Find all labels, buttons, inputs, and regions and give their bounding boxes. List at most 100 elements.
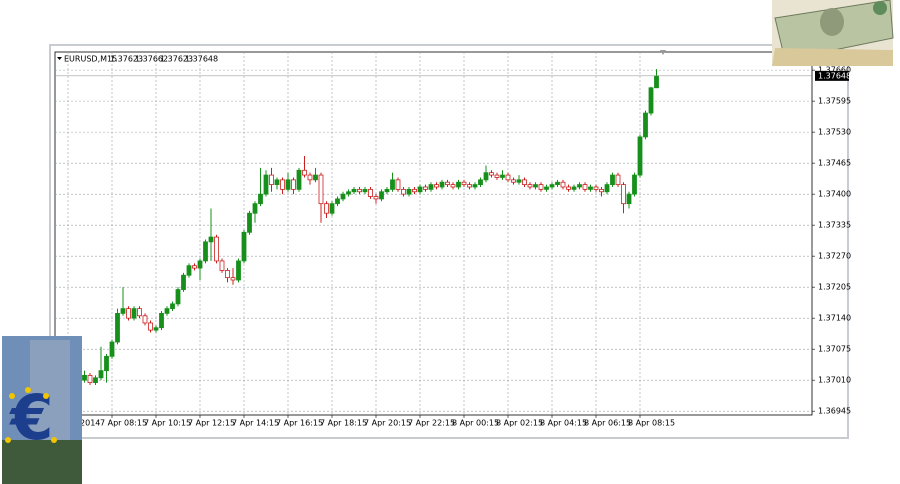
candle-body	[280, 179, 285, 190]
euro-image: €	[2, 336, 82, 484]
candle-body	[379, 191, 384, 200]
candle-body	[544, 186, 549, 190]
candle-body	[637, 136, 643, 176]
candle-body	[285, 179, 291, 190]
x-tick-label: 8 Apr 02:15	[496, 419, 543, 428]
candle-body	[456, 181, 461, 188]
candle-body	[478, 179, 483, 186]
candle-body	[203, 241, 208, 262]
candle-body	[615, 174, 621, 186]
x-tick-label: 7 Apr 12:15	[188, 419, 235, 428]
y-tick-label: 1.37660	[818, 66, 851, 75]
candle-body	[439, 181, 445, 188]
candle-body	[208, 236, 214, 243]
candle-body	[632, 174, 637, 195]
candles: 1.37648	[54, 69, 851, 402]
candle-body	[181, 274, 186, 290]
candle-body	[263, 174, 269, 195]
euro-star	[43, 393, 49, 399]
candle-body	[593, 186, 599, 190]
candle-body	[428, 184, 434, 190]
candle-body	[384, 188, 390, 193]
candle-body	[307, 174, 313, 181]
candle-body	[258, 193, 263, 205]
candle-body	[648, 87, 654, 114]
y-tick-label: 1.36945	[818, 407, 851, 416]
candle-body	[142, 315, 148, 324]
candle-body	[137, 308, 142, 317]
candle-body	[395, 179, 401, 190]
candle-body	[566, 186, 571, 190]
candle-body	[549, 184, 555, 188]
candle-body	[170, 303, 175, 310]
dollar-portrait	[820, 8, 844, 36]
candle-body	[252, 203, 258, 214]
header-arrow	[57, 57, 62, 60]
candle-body	[406, 188, 412, 195]
candle-body	[450, 184, 456, 188]
candle-body	[368, 188, 373, 197]
candle-body	[164, 308, 170, 314]
y-tick-label: 1.37400	[818, 190, 851, 199]
candle-body	[582, 184, 588, 190]
candle-body	[571, 186, 577, 190]
candle-body	[522, 179, 527, 186]
candle-body	[357, 188, 362, 193]
x-tick-label: 7 Apr 16:15	[276, 419, 323, 428]
candle-body	[461, 181, 467, 186]
candle-body	[351, 188, 357, 193]
x-tick-label: 8 Apr 04:15	[540, 419, 587, 428]
candle-body	[643, 112, 648, 138]
candle-body	[577, 184, 582, 188]
plot-area	[54, 51, 813, 416]
candle-body	[467, 184, 472, 188]
x-tick-label: 8 Apr 00:15	[452, 419, 499, 428]
candle-body	[109, 341, 115, 357]
candle-body	[192, 265, 197, 269]
candle-body	[599, 188, 604, 193]
candle-body	[230, 277, 236, 281]
candle-body	[654, 75, 659, 89]
x-tick-label: 8 Apr 08:15	[628, 419, 675, 428]
candle-body	[489, 172, 494, 176]
y-tick-label: 1.37075	[818, 345, 851, 354]
candle-body	[588, 186, 593, 190]
candle-body	[131, 308, 137, 319]
candle-body	[423, 186, 428, 190]
header: EURUSD,M15 1.37623 1.37662 1.37623 1.376…	[57, 55, 218, 64]
candle-body	[274, 179, 280, 186]
low: 1.37623	[160, 55, 193, 64]
candle-body	[494, 174, 500, 178]
candle-body	[175, 289, 181, 305]
candle-body	[296, 169, 302, 190]
price-tag-label: 1.37648	[818, 71, 851, 80]
candle-body	[335, 198, 340, 205]
y-tick-label: 1.37205	[818, 283, 851, 292]
candle-body	[186, 265, 192, 276]
dollar-image	[772, 0, 894, 66]
euro-star	[5, 437, 11, 443]
candle-body	[269, 174, 274, 186]
candle-body	[197, 260, 203, 269]
candle-body	[159, 312, 164, 329]
candle-body	[340, 193, 346, 200]
price-tag	[815, 70, 849, 81]
candle-body	[241, 231, 247, 262]
candle-body	[148, 322, 153, 331]
dollar-seal	[873, 1, 887, 15]
grid: 1.37660 1.37595 1.37530 1.37465 1.37400 1.373…	[55, 52, 851, 428]
candle-body	[626, 193, 632, 205]
euro-sign: €	[8, 381, 53, 454]
candle-body	[93, 377, 98, 383]
candle-body	[560, 181, 566, 188]
candle-body	[346, 191, 351, 195]
candle-body	[98, 370, 104, 379]
candle-body	[225, 270, 230, 279]
candle-body	[302, 169, 307, 176]
x-tick-label: 7 Apr 18:15	[320, 419, 367, 428]
candle-body	[362, 188, 368, 193]
x-tick-label: 7 Apr 20:15	[364, 419, 411, 428]
candle-body	[236, 260, 241, 281]
candle-body	[373, 196, 379, 200]
